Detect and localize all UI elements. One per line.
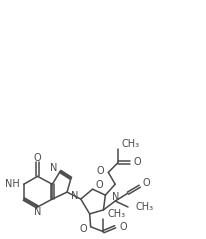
Text: NH: NH — [5, 179, 20, 189]
Text: CH₃: CH₃ — [107, 209, 125, 219]
Text: CH₃: CH₃ — [121, 139, 139, 149]
Text: N: N — [34, 207, 41, 217]
Text: N: N — [71, 191, 78, 201]
Text: O: O — [79, 224, 86, 234]
Text: CH₃: CH₃ — [135, 202, 153, 212]
Text: O: O — [95, 180, 103, 190]
Text: N: N — [111, 192, 118, 202]
Text: O: O — [133, 158, 141, 168]
Text: O: O — [142, 178, 150, 188]
Text: O: O — [96, 166, 104, 176]
Text: O: O — [34, 152, 41, 163]
Text: N: N — [50, 163, 57, 174]
Text: O: O — [119, 222, 126, 232]
